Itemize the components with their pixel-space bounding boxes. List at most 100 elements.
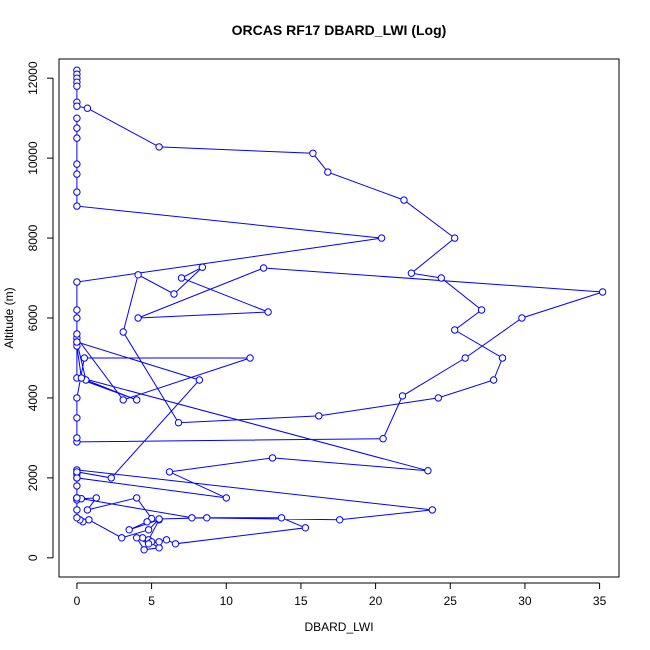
data-point bbox=[461, 354, 469, 362]
data-point bbox=[118, 534, 126, 542]
data-point bbox=[598, 288, 607, 296]
data-point bbox=[451, 234, 459, 242]
data-point bbox=[73, 102, 81, 110]
data-point bbox=[428, 506, 436, 514]
data-point bbox=[155, 538, 163, 546]
x-axis-label: DBARD_LWI bbox=[304, 620, 373, 634]
data-point bbox=[80, 354, 89, 362]
data-point bbox=[400, 196, 408, 204]
data-point bbox=[73, 474, 81, 482]
x-tick-label: 15 bbox=[294, 594, 308, 608]
data-point bbox=[83, 506, 92, 514]
data-point bbox=[73, 514, 81, 522]
data-point bbox=[188, 514, 196, 522]
y-tick-label: 4000 bbox=[26, 384, 40, 411]
data-point bbox=[155, 143, 163, 151]
data-point bbox=[73, 494, 81, 502]
data-point bbox=[133, 396, 141, 404]
data-point bbox=[125, 526, 133, 534]
data-point bbox=[144, 526, 153, 534]
y-tick-label: 6000 bbox=[26, 304, 40, 331]
data-point bbox=[424, 467, 432, 475]
data-point bbox=[437, 274, 445, 282]
data-point bbox=[203, 514, 211, 522]
data-point bbox=[73, 482, 81, 490]
data-point bbox=[451, 326, 459, 334]
chart-title: ORCAS RF17 DBARD_LWI (Log) bbox=[232, 22, 447, 38]
data-point bbox=[518, 314, 526, 322]
data-point bbox=[73, 306, 81, 314]
y-tick-label: 2000 bbox=[26, 464, 40, 491]
data-point bbox=[379, 435, 387, 443]
plot-frame bbox=[58, 58, 620, 578]
data-point bbox=[162, 536, 171, 544]
data-point bbox=[73, 314, 81, 322]
x-tick-label: 25 bbox=[444, 594, 458, 608]
data-point bbox=[198, 263, 207, 271]
data-point bbox=[336, 516, 344, 524]
data-point bbox=[73, 160, 81, 168]
data-point bbox=[73, 338, 81, 346]
data-point bbox=[268, 454, 277, 462]
data-point bbox=[264, 308, 272, 316]
data-point bbox=[77, 374, 86, 382]
data-point bbox=[73, 506, 81, 514]
x-tick-label: 10 bbox=[220, 594, 234, 608]
data-point bbox=[134, 314, 142, 322]
data-point bbox=[144, 540, 153, 548]
data-point bbox=[407, 269, 416, 277]
x-tick-label: 5 bbox=[148, 594, 155, 608]
data-point bbox=[73, 278, 81, 286]
data-point bbox=[309, 149, 317, 158]
y-axis-label: Altitude (m) bbox=[2, 287, 16, 348]
data-point bbox=[119, 396, 127, 404]
data-point bbox=[73, 188, 81, 196]
data-point bbox=[222, 494, 231, 502]
data-point bbox=[107, 474, 116, 482]
data-point bbox=[73, 468, 81, 476]
data-point bbox=[324, 168, 332, 176]
data-point bbox=[143, 518, 151, 526]
data-point bbox=[171, 540, 180, 548]
data-point bbox=[165, 468, 174, 476]
x-axis: 0 5 10 15 20 25 30 35 bbox=[74, 582, 607, 608]
data-point bbox=[315, 412, 323, 420]
data-point bbox=[398, 392, 407, 400]
x-tick-label: 35 bbox=[593, 594, 607, 608]
y-tick-label: 12000 bbox=[26, 61, 40, 95]
data-point bbox=[174, 419, 183, 427]
data-point bbox=[133, 494, 141, 502]
data-point bbox=[277, 514, 286, 522]
data-point bbox=[133, 534, 141, 542]
data-point bbox=[155, 515, 163, 523]
data-point bbox=[140, 546, 148, 554]
data-point bbox=[301, 524, 310, 532]
data-point bbox=[73, 434, 81, 442]
data-point bbox=[195, 376, 204, 384]
data-point bbox=[119, 328, 127, 336]
data-point bbox=[134, 271, 142, 279]
data-point bbox=[170, 290, 178, 298]
data-point bbox=[73, 134, 81, 142]
y-tick-label: 8000 bbox=[26, 224, 40, 251]
data-point bbox=[73, 202, 81, 210]
y-tick-label: 0 bbox=[26, 554, 40, 561]
data-point bbox=[73, 82, 81, 90]
x-tick-label: 0 bbox=[74, 594, 81, 608]
data-point bbox=[155, 544, 163, 552]
data-point bbox=[73, 330, 81, 338]
data-point bbox=[73, 414, 81, 422]
y-axis: 0 2000 4000 6000 8000 10000 12000 bbox=[26, 61, 54, 561]
y-tick-label: 10000 bbox=[26, 141, 40, 175]
data-point bbox=[73, 394, 81, 402]
data-point bbox=[73, 124, 81, 132]
data-point bbox=[73, 170, 81, 178]
data-point bbox=[489, 376, 498, 384]
data-point bbox=[259, 264, 268, 272]
data-point bbox=[92, 494, 101, 502]
data-point bbox=[83, 104, 92, 112]
data-point bbox=[434, 394, 442, 402]
series-layer bbox=[73, 66, 607, 554]
series-line bbox=[76, 70, 603, 551]
